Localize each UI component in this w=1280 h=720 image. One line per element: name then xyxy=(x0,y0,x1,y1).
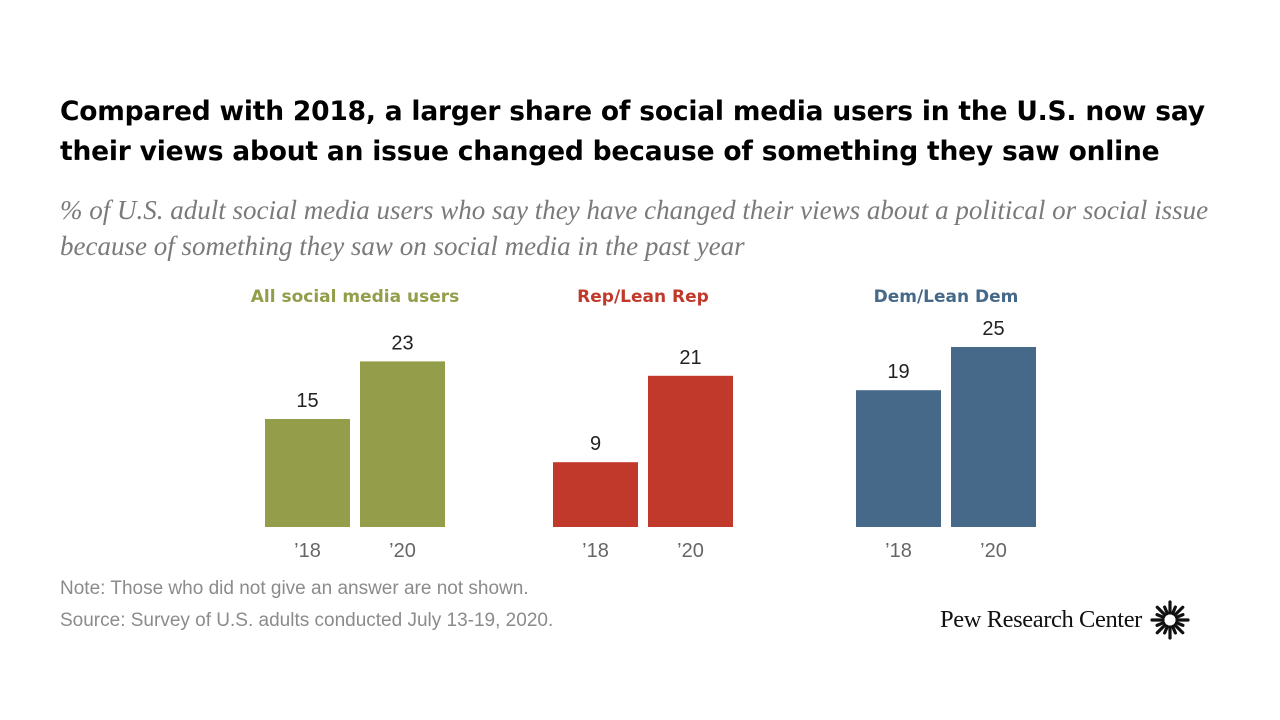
sunburst-ray xyxy=(1155,621,1166,627)
x-tick-label: ’18 xyxy=(582,540,609,562)
sunburst-ray xyxy=(1155,623,1167,635)
data-label: 23 xyxy=(391,332,413,354)
chart-title: Compared with 2018, a larger share of so… xyxy=(60,96,1205,167)
data-label: 15 xyxy=(296,390,318,412)
bar xyxy=(360,361,445,527)
x-tick-label: ’20 xyxy=(980,540,1007,562)
source-text: Source: Survey of U.S. adults conducted … xyxy=(60,610,554,631)
bar xyxy=(951,347,1036,527)
bar-chart: All social media users15’1823’20Rep/Lean… xyxy=(251,287,1036,562)
note-text: Note: Those who did not give an answer a… xyxy=(60,578,529,599)
bar-group: All social media users 15 ’18 23 ’20 xyxy=(251,287,460,562)
x-tick-label: ’20 xyxy=(389,540,416,562)
sunburst-ray xyxy=(1171,605,1177,616)
x-tick-label: ’18 xyxy=(885,540,912,562)
chart-subtitle: % of U.S. adult social media users who s… xyxy=(60,195,1209,261)
bar-group: Dem/Lean Dem 19 ’18 25 ’20 xyxy=(856,287,1036,562)
data-label: 25 xyxy=(982,318,1004,340)
sunburst-ray xyxy=(1162,605,1169,616)
data-label: 9 xyxy=(590,433,601,455)
bar-group: Rep/Lean Rep 9 ’18 21 ’20 xyxy=(553,287,733,562)
bar xyxy=(553,462,638,527)
sunburst-ray xyxy=(1173,623,1185,635)
pew-sunburst-icon xyxy=(1150,600,1190,640)
sunburst-ray xyxy=(1162,624,1169,635)
pew-logo: Pew Research Center xyxy=(940,600,1190,640)
sunburst-ray xyxy=(1155,613,1166,619)
bar xyxy=(265,419,350,527)
data-label: 21 xyxy=(679,347,701,369)
group-label: Dem/Lean Dem xyxy=(874,287,1019,307)
sunburst-ray xyxy=(1174,613,1185,619)
logo-text: Pew Research Center xyxy=(940,606,1142,633)
x-tick-label: ’20 xyxy=(677,540,704,562)
bar xyxy=(856,390,941,527)
sunburst-ray xyxy=(1174,621,1185,627)
sunburst-ray xyxy=(1173,605,1185,617)
bar xyxy=(648,375,733,527)
data-label: 19 xyxy=(887,361,909,383)
x-tick-label: ’18 xyxy=(294,540,321,562)
sunburst-ray xyxy=(1171,624,1177,635)
sunburst-ray xyxy=(1155,605,1167,617)
group-label: All social media users xyxy=(251,287,460,307)
group-label: Rep/Lean Rep xyxy=(577,287,709,307)
